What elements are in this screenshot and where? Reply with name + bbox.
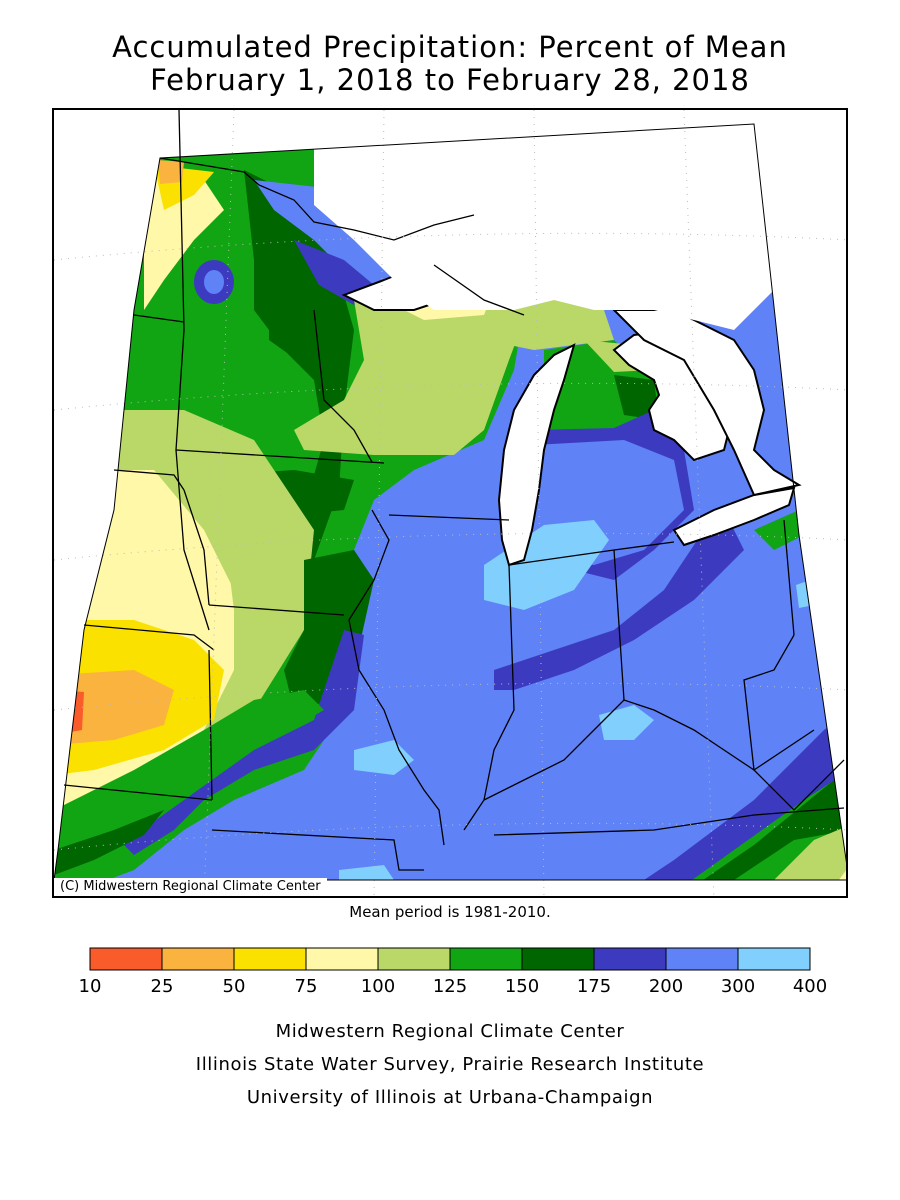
border-mn-ia bbox=[175, 449, 385, 464]
border-mo-ar bbox=[211, 829, 424, 871]
legend-tick-label: 125 bbox=[433, 976, 467, 997]
border-ky-tn bbox=[493, 807, 845, 836]
zone-125-150-se bbox=[754, 825, 846, 880]
legend-swatch-6 bbox=[521, 947, 595, 971]
ontario-region bbox=[611, 309, 802, 497]
zone-150-175-missouri bbox=[54, 690, 324, 870]
border-nd-sd bbox=[133, 314, 185, 323]
zone-300-400-kentucky bbox=[599, 705, 654, 740]
legend-tick-label: 150 bbox=[505, 976, 539, 997]
border-ohio-river bbox=[483, 699, 815, 801]
zone-125-150-wisconsin bbox=[294, 300, 524, 455]
lakes bbox=[314, 110, 802, 567]
border-sd-ne bbox=[113, 469, 185, 491]
lake-michigan bbox=[497, 343, 576, 567]
legend-swatch-9 bbox=[737, 947, 811, 971]
border-in-oh bbox=[613, 549, 625, 701]
border-mi-oh bbox=[508, 541, 675, 566]
grid-lat-5 bbox=[54, 822, 846, 851]
legend-swatch-3 bbox=[305, 947, 379, 971]
lake-erie bbox=[672, 486, 796, 547]
border-mn-wi bbox=[313, 309, 373, 463]
border-wi-il bbox=[388, 514, 510, 521]
border-ky-va bbox=[753, 759, 845, 811]
credit-line-2: Illinois State Water Survey, Prairie Res… bbox=[195, 1054, 705, 1075]
grid-lon-3 bbox=[533, 110, 545, 896]
legend-swatch-2 bbox=[233, 947, 307, 971]
border-ne-ia bbox=[183, 489, 210, 606]
legend-tick-label: 175 bbox=[577, 976, 611, 997]
grid-lat-3 bbox=[54, 532, 846, 561]
zone-25-50-nwedge bbox=[158, 160, 184, 184]
border-oh-pa bbox=[783, 519, 795, 636]
zone-25-50-west bbox=[54, 670, 174, 745]
zone-100-125-se-corner bbox=[824, 865, 846, 880]
map-title: Accumulated Precipitation: Percent of Me… bbox=[112, 30, 788, 64]
border-il-west bbox=[348, 509, 445, 846]
border-ne-ks bbox=[83, 624, 215, 651]
zone-200-superior-north bbox=[294, 240, 374, 305]
grid-lon-2 bbox=[373, 110, 385, 896]
map-subtitle-date-range: February 1, 2018 to February 28, 2018 bbox=[150, 63, 750, 97]
grid-lon-4 bbox=[683, 110, 715, 896]
zone-300-400-se-missouri bbox=[339, 865, 394, 880]
legend-tick-label: 100 bbox=[361, 976, 395, 997]
legend-swatch-5 bbox=[449, 947, 523, 971]
legend-tick-label: 50 bbox=[223, 976, 246, 997]
zone-300-blob-nw bbox=[204, 270, 224, 294]
legend-tick-label: 75 bbox=[295, 976, 318, 997]
border-il-in bbox=[463, 564, 515, 831]
canada-north-unshaded bbox=[314, 110, 774, 330]
legend-tick-label: 200 bbox=[649, 976, 683, 997]
border-canada bbox=[159, 157, 475, 241]
legend-swatch-1 bbox=[161, 947, 235, 971]
legend-swatch-0 bbox=[89, 947, 163, 971]
mean-period-note: Mean period is 1981-2010. bbox=[349, 903, 551, 921]
zone-125-150-iowa bbox=[224, 530, 314, 630]
border-ks-ok bbox=[63, 784, 213, 801]
zone-175-200-lowermich bbox=[614, 375, 659, 420]
border-wv bbox=[743, 634, 795, 771]
zone-150-175-ne-ohio bbox=[754, 510, 804, 550]
zone-175-200-missouri-sw bbox=[54, 810, 164, 875]
legend-swatch-4 bbox=[377, 947, 451, 971]
grid-lat-4 bbox=[54, 682, 846, 711]
grid-lat-1 bbox=[54, 232, 846, 261]
legend-swatch-8 bbox=[665, 947, 739, 971]
credit-line-3: University of Illinois at Urbana-Champai… bbox=[246, 1087, 654, 1108]
legend-tick-label: 10 bbox=[79, 976, 102, 997]
zone-300-400-indiana bbox=[484, 520, 609, 610]
border-ia-mo bbox=[208, 604, 345, 616]
map-canvas bbox=[54, 110, 846, 896]
state-borders bbox=[63, 110, 845, 871]
domain-outline bbox=[54, 123, 846, 881]
border-ks-mo bbox=[208, 649, 213, 801]
lat-lon-grid bbox=[54, 110, 846, 896]
legend-tick-label: 300 bbox=[721, 976, 755, 997]
zone-10-25-west bbox=[54, 690, 84, 735]
grid-lat-2 bbox=[54, 382, 846, 411]
credit-line-1: Midwestern Regional Climate Center bbox=[275, 1021, 625, 1042]
grid-lon-1 bbox=[203, 110, 235, 896]
zone-175-200-se bbox=[674, 775, 846, 880]
border-upmich-wi bbox=[433, 264, 525, 316]
legend-tick-label: 25 bbox=[151, 976, 174, 997]
legend-tick-label: 400 bbox=[793, 976, 827, 997]
copyright-label: (C) Midwestern Regional Climate Center bbox=[54, 878, 327, 896]
legend-swatch-7 bbox=[593, 947, 667, 971]
zone-300-400-ohio-edge bbox=[796, 580, 814, 608]
precipitation-map: (C) Midwestern Regional Climate Center bbox=[52, 108, 848, 898]
color-legend: 10 25 50 75 100 125 150 175 200 300 400 bbox=[79, 947, 827, 997]
